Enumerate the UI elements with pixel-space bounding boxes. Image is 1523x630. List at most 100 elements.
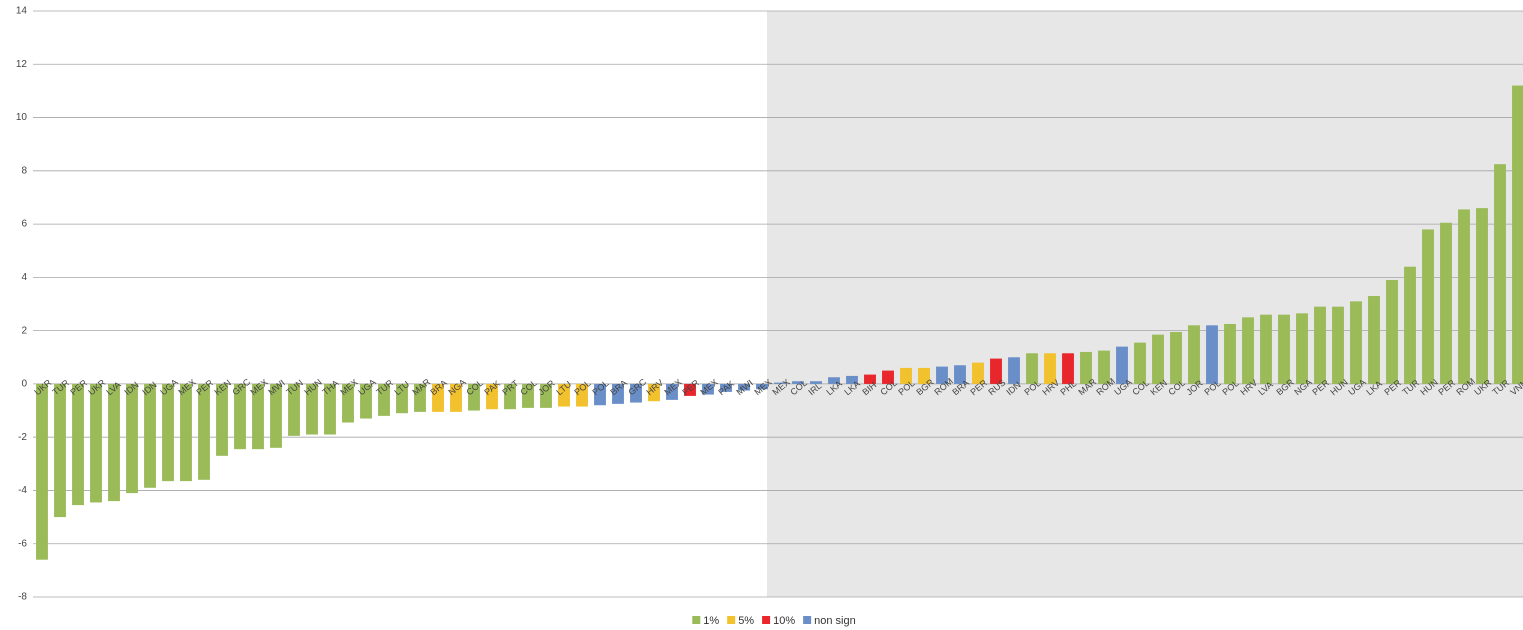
bar	[1170, 331, 1182, 384]
y-tick-label: 4	[21, 272, 27, 283]
bar	[306, 383, 318, 435]
bar	[738, 383, 750, 391]
legend-label: 1%	[703, 615, 719, 627]
bar	[1242, 317, 1254, 384]
bar	[918, 367, 930, 384]
bar	[1494, 164, 1506, 384]
legend-label: non sign	[814, 615, 856, 627]
bar	[792, 381, 804, 384]
bar	[666, 383, 678, 400]
bar	[630, 383, 642, 403]
bar	[234, 383, 246, 450]
y-tick-label: -8	[18, 592, 27, 603]
bar	[1098, 350, 1110, 384]
bar	[1404, 266, 1416, 384]
bar	[684, 383, 696, 396]
bar	[126, 383, 138, 494]
y-tick-label: 2	[21, 325, 27, 336]
bar	[1296, 313, 1308, 384]
bar	[1062, 353, 1074, 384]
bar	[252, 383, 264, 450]
bar	[162, 383, 174, 482]
y-tick-label: -2	[18, 432, 27, 443]
bar	[648, 383, 660, 402]
x-tick-label: LVA	[104, 380, 122, 398]
legend-label: 5%	[738, 615, 754, 627]
legend: 1% 5% 10% non sign	[692, 615, 856, 627]
bar	[396, 383, 408, 414]
bar	[1440, 222, 1452, 384]
bar	[1476, 208, 1488, 384]
y-tick-label: 10	[16, 112, 28, 123]
bar	[828, 377, 840, 384]
bar	[774, 382, 786, 384]
bar	[1044, 353, 1056, 384]
bar	[1080, 351, 1092, 384]
x-tick-label: LTU	[554, 379, 573, 397]
legend-swatch	[692, 616, 701, 624]
bar	[90, 383, 102, 503]
x-tick-label: PAK	[716, 378, 736, 397]
bar	[1386, 280, 1398, 384]
bar	[504, 383, 516, 410]
legend-swatch	[762, 616, 771, 624]
bar	[432, 383, 444, 412]
y-tick-label: 8	[21, 165, 27, 176]
y-tick-label: -6	[18, 538, 27, 549]
y-tick-label: 12	[16, 59, 28, 70]
bar	[954, 365, 966, 384]
bar	[1260, 314, 1272, 384]
y-tick-label: 6	[21, 219, 27, 230]
bar	[1458, 209, 1470, 384]
bar	[1134, 342, 1146, 384]
bar	[1224, 323, 1236, 384]
bar	[1332, 306, 1344, 384]
bar	[846, 375, 858, 384]
bar	[180, 383, 192, 482]
bar	[1116, 346, 1128, 384]
bar	[900, 367, 912, 384]
legend-label: 10%	[773, 615, 795, 627]
bar	[1026, 353, 1038, 384]
y-tick-label: -4	[18, 485, 27, 496]
x-tick-label: LTU	[392, 379, 411, 397]
bar	[450, 383, 462, 412]
bar	[1368, 296, 1380, 384]
bar	[558, 383, 570, 407]
bar	[990, 358, 1002, 384]
bar	[810, 381, 822, 384]
y-tick-label: 0	[21, 379, 27, 390]
bar	[576, 383, 588, 407]
bar	[324, 383, 336, 435]
bar	[1314, 306, 1326, 384]
bar	[36, 383, 48, 560]
bar	[522, 383, 534, 408]
bar	[414, 383, 426, 412]
x-tick-label: MWI	[734, 378, 755, 398]
bar	[108, 383, 120, 502]
bar	[612, 383, 624, 404]
bar	[720, 383, 732, 392]
bar	[288, 383, 300, 436]
bar	[1350, 301, 1362, 384]
bar	[468, 383, 480, 411]
y-tick-label: 14	[16, 6, 28, 17]
bar	[594, 383, 606, 406]
bar	[72, 383, 84, 506]
bar	[144, 383, 156, 488]
bar	[1278, 314, 1290, 384]
bar	[864, 374, 876, 384]
bar	[1422, 229, 1434, 384]
x-tick-label: IDN	[122, 380, 140, 398]
bar	[1512, 85, 1523, 384]
bar	[1188, 325, 1200, 384]
bar	[342, 383, 354, 423]
bar	[1008, 357, 1020, 384]
bar	[972, 362, 984, 384]
bar	[270, 383, 282, 448]
bar	[360, 383, 372, 419]
legend-swatch	[727, 616, 736, 624]
x-tick-label: IDN	[140, 380, 158, 398]
bar	[486, 383, 498, 410]
